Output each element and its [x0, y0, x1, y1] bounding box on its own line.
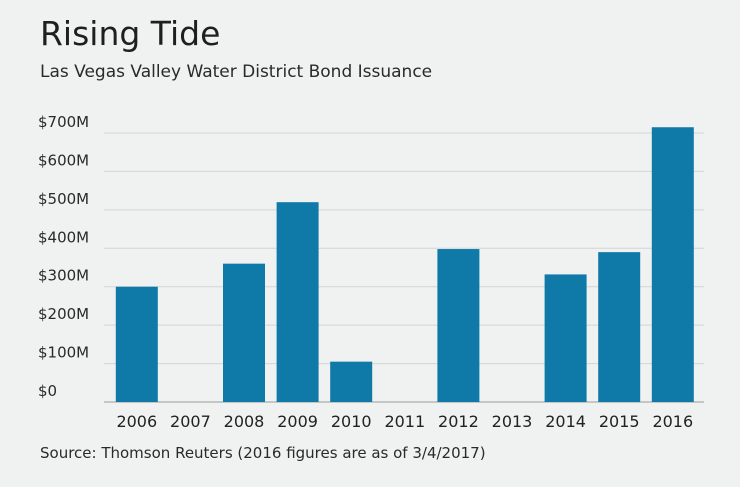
- x-tick-label: 2008: [224, 412, 265, 431]
- y-tick-label: $700M: [38, 113, 89, 131]
- bar-2009: [276, 202, 319, 402]
- y-tick-label: $100M: [38, 344, 89, 362]
- x-tick-label: 2016: [652, 412, 693, 431]
- source-note: Source: Thomson Reuters (2016 figures ar…: [40, 444, 486, 462]
- bar-2012: [437, 249, 480, 402]
- x-tick-label: 2012: [438, 412, 479, 431]
- y-tick-label: $400M: [38, 228, 89, 246]
- x-tick-label: 2010: [331, 412, 372, 431]
- bar-2010: [330, 361, 373, 402]
- x-tick-label: 2006: [116, 412, 157, 431]
- y-tick-label: $300M: [38, 267, 89, 285]
- x-tick-label: 2011: [384, 412, 425, 431]
- x-tick-label: 2014: [545, 412, 586, 431]
- chart-subtitle: Las Vegas Valley Water District Bond Iss…: [40, 62, 433, 82]
- y-tick-label: $200M: [38, 305, 89, 323]
- y-axis-labels: $0 $100M $200M $300M $400M $500M $600M $700M: [38, 113, 89, 400]
- y-tick-label: $600M: [38, 151, 89, 169]
- y-tick-label: $0: [38, 382, 57, 400]
- x-tick-label: 2007: [170, 412, 211, 431]
- chart-title: Rising Tide: [40, 14, 221, 53]
- bar-2008: [223, 263, 265, 402]
- bar-2016: [651, 127, 694, 402]
- x-tick-label: 2015: [599, 412, 640, 431]
- x-tick-label: 2009: [277, 412, 318, 431]
- bar-2014: [544, 274, 587, 402]
- bar-2015: [598, 252, 641, 402]
- bars: [115, 127, 694, 402]
- y-tick-label: $500M: [38, 190, 89, 208]
- x-axis-labels: 2006 2007 2008 2009 2010 2011 2012 2013 2014 2015…: [116, 412, 693, 431]
- bar-2006: [115, 286, 158, 402]
- x-tick-label: 2013: [492, 412, 533, 431]
